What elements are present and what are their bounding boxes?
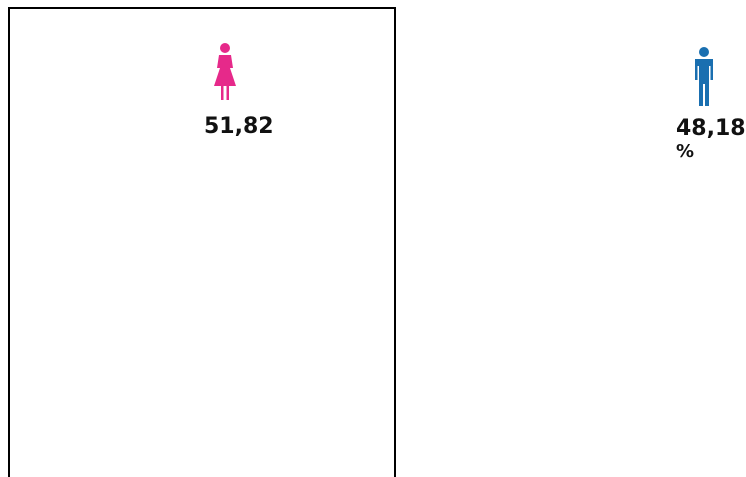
male-icon [695, 47, 713, 106]
male-unit: % [676, 141, 695, 159]
male-value-box: 48,18 % [676, 116, 746, 158]
male-value: 48,18 [676, 116, 746, 141]
female-icon [214, 43, 236, 100]
female-panel [8, 7, 396, 477]
female-value: 51,82 [204, 114, 274, 139]
